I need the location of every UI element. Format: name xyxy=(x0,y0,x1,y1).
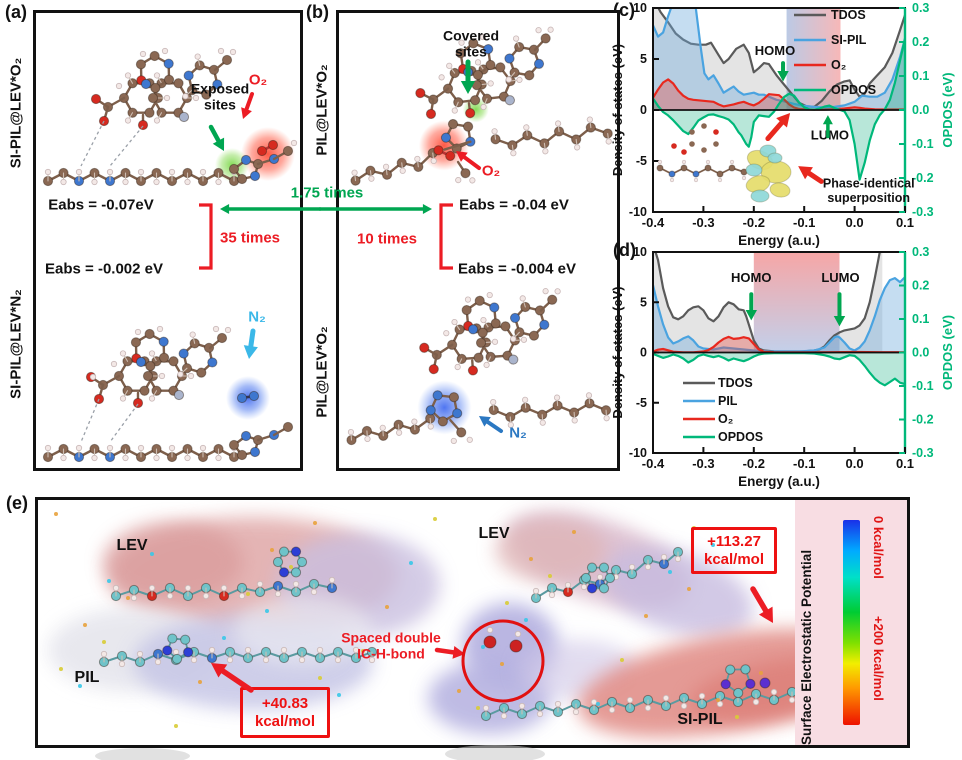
dos-chart-pil: -0.4 -0.3 -0.2 -0.1 0.0 0.1 10 5 0 -5 -10 0.3 0.2 0.1… xyxy=(610,245,955,489)
spaced-hbond-label: Spaced double IC-H-bond xyxy=(341,629,441,661)
svg-text:0.1: 0.1 xyxy=(896,215,914,230)
svg-text:-0.1: -0.1 xyxy=(793,215,815,230)
panel-a-frame xyxy=(33,10,303,471)
svg-text:-10: -10 xyxy=(629,205,647,219)
dos-chart-si-pil: -0.4 -0.3 -0.2 -0.1 0.0 0.1 10 5 0 -5 -10 0.3 0.2 0.1… xyxy=(610,1,955,248)
svg-text:0.2: 0.2 xyxy=(912,279,929,293)
svg-text:Energy (a.u.): Energy (a.u.) xyxy=(738,474,820,489)
svg-text:0: 0 xyxy=(640,346,647,360)
svg-text:OPDOS: OPDOS xyxy=(831,83,876,97)
panel-b-molecule-illustration xyxy=(346,26,613,446)
svg-text:-0.2: -0.2 xyxy=(912,413,934,427)
colorbar-gradient xyxy=(843,520,860,725)
svg-text:O₂: O₂ xyxy=(831,58,846,72)
svg-text:TDOS: TDOS xyxy=(718,376,753,390)
ratio-10x: 10 times xyxy=(356,230,418,248)
lev-right-label: LEV xyxy=(478,525,510,543)
panel-e-frame xyxy=(35,497,910,748)
panel-a-molecule-illustration xyxy=(42,47,298,463)
eabs-a-top: Eabs = -0.07eV xyxy=(48,196,154,214)
o2-label-b: O₂ xyxy=(481,162,501,180)
svg-text:10: 10 xyxy=(633,245,647,259)
svg-text:-0.3: -0.3 xyxy=(692,456,714,471)
svg-text:0.2: 0.2 xyxy=(912,35,929,49)
svg-text:LUMO: LUMO xyxy=(821,270,859,285)
panel-e-letter: (e) xyxy=(6,493,28,513)
svg-text:LUMO: LUMO xyxy=(811,128,849,143)
svg-text:0.0: 0.0 xyxy=(912,103,929,117)
svg-text:OPDOS (eV): OPDOS (eV) xyxy=(940,72,955,147)
svg-text:5: 5 xyxy=(640,52,647,66)
colorbar-zero-label: 0 kcal/mol xyxy=(871,516,886,579)
svg-text:0.3: 0.3 xyxy=(912,1,929,15)
n2-label-b: N₂ xyxy=(509,424,527,442)
svg-text:-0.3: -0.3 xyxy=(912,205,934,219)
svg-text:-0.2: -0.2 xyxy=(743,456,765,471)
svg-text:0.0: 0.0 xyxy=(846,456,864,471)
o2-label-a: O₂ xyxy=(248,71,268,89)
panel-b-bottom-system-label: PIL@LEV*O₂ xyxy=(313,326,331,418)
esp-value-left: +40.83 kcal/mol xyxy=(240,687,330,738)
ratio-175x: 1.75 times xyxy=(290,184,364,202)
page-shadow-right xyxy=(445,745,545,760)
esp-value-right: +113.27 kcal/mol xyxy=(691,527,777,574)
svg-text:OPDOS: OPDOS xyxy=(718,430,763,444)
svg-text:-0.1: -0.1 xyxy=(912,379,934,393)
svg-text:OPDOS (eV): OPDOS (eV) xyxy=(940,315,955,390)
svg-text:-0.2: -0.2 xyxy=(912,171,934,185)
svg-text:SI-PIL: SI-PIL xyxy=(831,33,867,47)
svg-text:0.0: 0.0 xyxy=(912,346,929,360)
svg-text:10: 10 xyxy=(633,1,647,15)
colorbar-title: Surface Electrostatic Potential xyxy=(799,549,814,745)
lev-left-label: LEV xyxy=(116,537,148,555)
eabs-b-top: Eabs = -0.04 eV xyxy=(459,196,569,214)
svg-text:-0.1: -0.1 xyxy=(793,456,815,471)
svg-text:-5: -5 xyxy=(636,396,647,410)
eabs-a-bottom: Eabs = -0.002 eV xyxy=(45,260,163,278)
svg-text:0.1: 0.1 xyxy=(896,456,914,471)
page-shadow-left xyxy=(95,748,190,760)
svg-text:-5: -5 xyxy=(636,154,647,168)
panel-b-frame xyxy=(336,10,620,471)
panel-a-bottom-system-label: SI-PIL@LEV*N₂ xyxy=(7,289,25,399)
panel-a-letter: (a) xyxy=(5,2,27,22)
panel-a-top-system-label: SI-PIL@LEV*O₂ xyxy=(7,57,25,169)
svg-text:PIL: PIL xyxy=(718,394,738,408)
ratio-35x: 35 times xyxy=(219,229,281,247)
svg-text:0: 0 xyxy=(640,103,647,117)
panel-b-letter: (b) xyxy=(306,2,329,22)
svg-text:0.3: 0.3 xyxy=(912,245,929,259)
colorbar-max-label: +200 kcal/mol xyxy=(871,616,886,701)
svg-text:-0.4: -0.4 xyxy=(642,215,665,230)
svg-text:Density of states (eV): Density of states (eV) xyxy=(610,286,625,418)
svg-text:5: 5 xyxy=(640,295,647,309)
svg-text:-0.4: -0.4 xyxy=(642,456,665,471)
svg-text:-0.3: -0.3 xyxy=(912,446,934,460)
svg-text:Density of states (eV): Density of states (eV) xyxy=(610,44,625,176)
svg-text:Phase-identical: Phase-identical xyxy=(823,177,915,191)
svg-text:HOMO: HOMO xyxy=(755,43,795,58)
svg-text:0.0: 0.0 xyxy=(846,215,864,230)
covered-sites-label: Covered sites xyxy=(442,27,500,59)
svg-text:superposition: superposition xyxy=(827,191,910,205)
svg-text:-0.1: -0.1 xyxy=(912,137,934,151)
esp-colorbar: Surface Electrostatic Potential 0 kcal/m… xyxy=(795,500,907,745)
panel-d-letter: (d) xyxy=(613,240,636,260)
svg-text:HOMO: HOMO xyxy=(731,270,771,285)
svg-text:0.1: 0.1 xyxy=(912,312,929,326)
svg-text:0.1: 0.1 xyxy=(912,69,929,83)
svg-text:Energy (a.u.): Energy (a.u.) xyxy=(738,233,820,248)
svg-text:-0.3: -0.3 xyxy=(692,215,714,230)
svg-text:TDOS: TDOS xyxy=(831,8,866,22)
svg-text:-0.2: -0.2 xyxy=(743,215,765,230)
pil-label: PIL xyxy=(74,669,100,687)
svg-text:-10: -10 xyxy=(629,446,647,460)
si-pil-label: SI-PIL xyxy=(677,711,723,729)
exposed-sites-label: Exposed sites xyxy=(190,80,250,112)
svg-text:O₂: O₂ xyxy=(718,412,733,426)
panel-b-top-system-label: PIL@LEV*O₂ xyxy=(313,64,331,156)
eabs-b-bottom: Eabs = -0.004 eV xyxy=(458,260,576,278)
n2-label-a: N₂ xyxy=(248,308,266,326)
